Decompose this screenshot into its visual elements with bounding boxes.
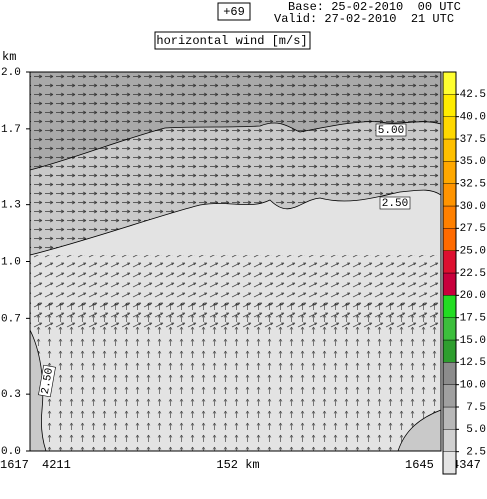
y-tick-label: 0.0: [1, 446, 21, 458]
colorbar-box: [442, 295, 457, 318]
colorbar-label: 2.5: [466, 447, 486, 459]
colorbar-label: 40.0: [460, 112, 486, 124]
colorbar-box: [442, 384, 457, 408]
contour-label: 5.00: [378, 125, 404, 137]
colorbar-label: 7.5: [466, 402, 486, 414]
colorbar-box: [442, 362, 457, 385]
title-box: [154, 31, 311, 50]
colorbar-label: 37.5: [460, 134, 486, 146]
colorbar-box: [442, 116, 457, 140]
colorbar-box: [442, 71, 457, 95]
colorbar-label: 27.5: [460, 223, 486, 235]
wind-arrows-lower: [30, 300, 441, 451]
lead-box: [217, 2, 251, 21]
colorbar-label: 10.0: [460, 380, 486, 392]
contour-label: 2.50: [40, 367, 56, 395]
colorbar-label: 25.0: [460, 246, 486, 258]
colorbar-box: [442, 272, 457, 296]
contour-line: [29, 329, 47, 452]
contour-label-box: [38, 364, 56, 398]
y-tick-label: 0.3: [1, 389, 21, 401]
colorbar-label: 15.0: [460, 335, 486, 347]
colorbar-label: 35.0: [460, 156, 486, 168]
y-tick-label: 0.7: [1, 313, 21, 325]
y-tick-label: 2.0: [1, 67, 21, 79]
colorbar-box: [442, 451, 457, 475]
x-label: 4347: [452, 458, 481, 472]
shade-left-pocket: [30, 330, 46, 451]
y-tick-label: 1.0: [1, 256, 21, 268]
colorbar-box: [442, 183, 457, 207]
x-label: 1645: [405, 458, 434, 472]
colorbar-label: 32.5: [460, 179, 486, 191]
colorbar-label: 22.5: [460, 268, 486, 280]
colorbar-label: 42.5: [460, 89, 486, 101]
colorbar-label: 20.0: [460, 290, 486, 302]
x-label: 4211: [42, 458, 71, 472]
colorbar-box: [442, 94, 457, 117]
colorbar-box: [442, 161, 457, 184]
colorbar-label: 17.5: [460, 313, 486, 325]
contour-label-box: [375, 123, 407, 137]
colorbar: 2.5 5.0 7.5 10.0 12.5 15.0 17.5 20.0 22.5 25.0 27.…: [442, 71, 486, 475]
colorbar-box: [442, 228, 457, 251]
colorbar-box: [442, 205, 457, 229]
valid-time: Valid: 27-02-2010 21 UTC: [274, 12, 454, 26]
colorbar-label: 30.0: [460, 201, 486, 213]
shade-right-pocket: [398, 410, 441, 451]
colorbar-box: [442, 339, 457, 363]
x-label: 152 km: [216, 458, 259, 472]
colorbar-box: [442, 250, 457, 274]
colorbar-box: [442, 317, 457, 341]
y-axis-label: km: [2, 50, 16, 64]
y-tick-label: 1.3: [1, 200, 21, 212]
contour-label: 2.50: [382, 198, 408, 210]
contour-line: [29, 189, 442, 256]
contour-label-box: [379, 196, 411, 210]
contour-line: [29, 121, 442, 171]
colorbar-box: [442, 138, 457, 162]
y-tick-label: 1.7: [1, 124, 21, 136]
plot-area: 5.00 2.50 2.50: [29, 71, 442, 452]
colorbar-box: [442, 429, 457, 452]
colorbar-box: [442, 406, 457, 430]
colorbar-label: 5.0: [466, 424, 486, 436]
base-time: Base: 25-02-2010 00 UTC: [288, 0, 461, 14]
chart-title: horizontal wind [m/s]: [156, 34, 307, 48]
contour-line: [397, 409, 442, 452]
colorbar-label: 12.5: [460, 357, 486, 369]
x-label: 1617: [0, 458, 29, 472]
lead-time: +69: [223, 5, 245, 19]
